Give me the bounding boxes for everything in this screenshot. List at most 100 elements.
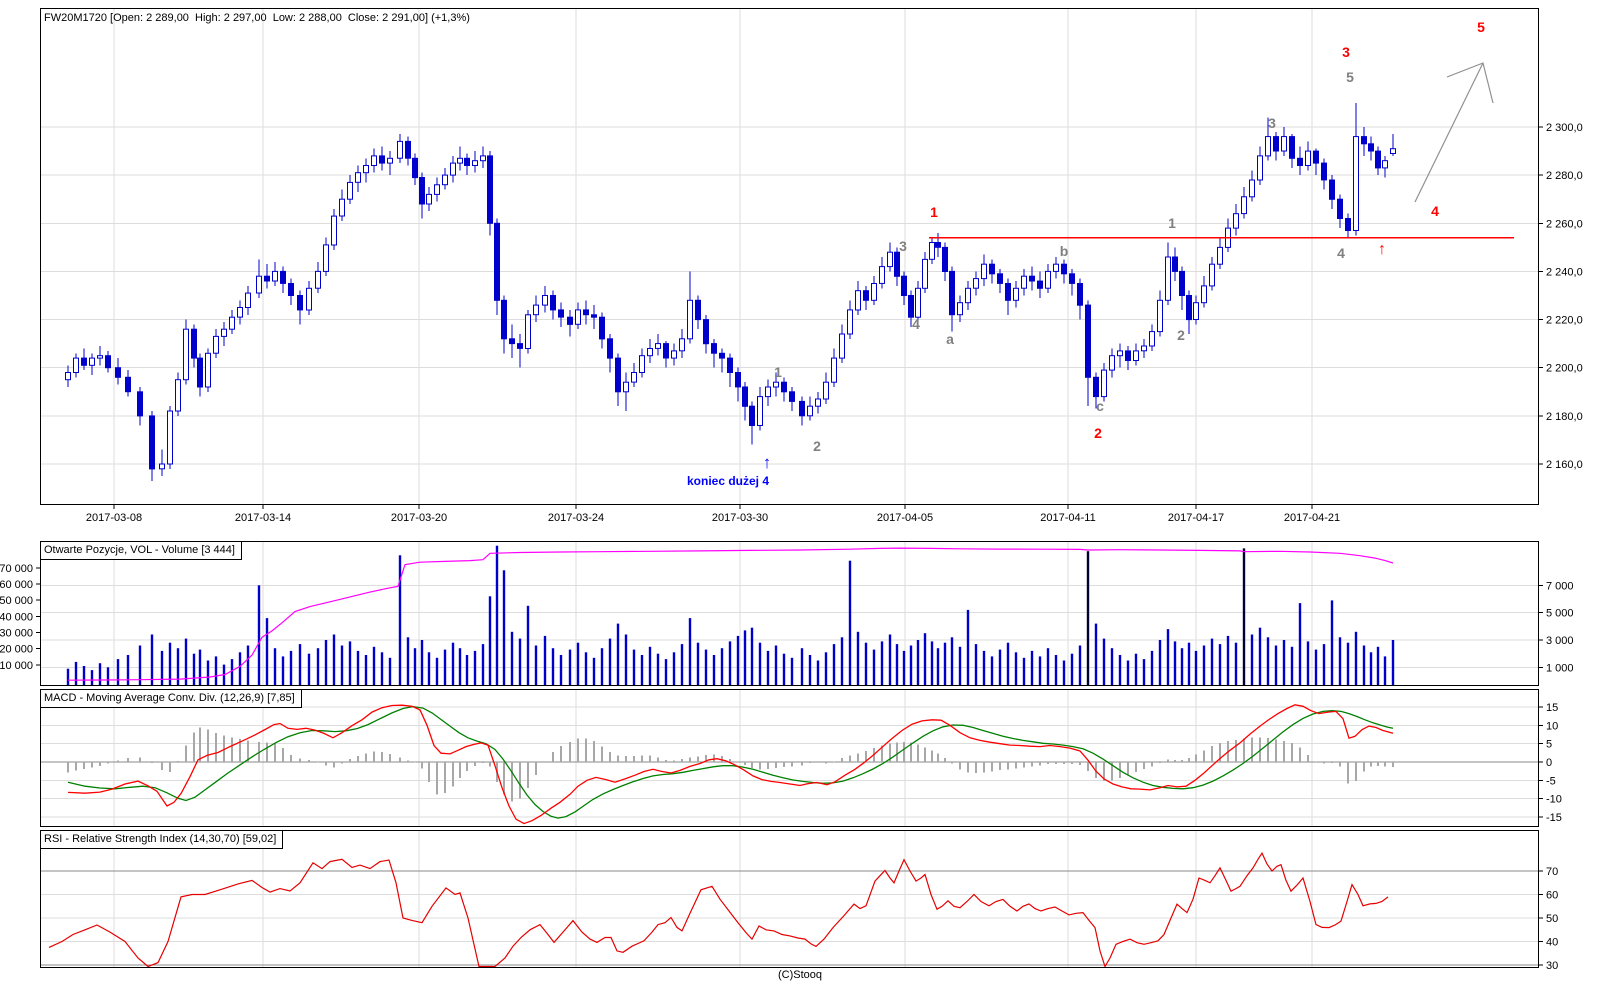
candle-down bbox=[379, 155, 385, 164]
volume-bar bbox=[106, 667, 110, 685]
candle-up bbox=[1353, 136, 1359, 232]
volume-bar bbox=[1250, 634, 1254, 685]
candle-down bbox=[550, 295, 556, 311]
volume-bar bbox=[856, 631, 860, 685]
volume-panel-title: Otwarte Pozycje, VOL - Volume [3 444] bbox=[41, 542, 242, 560]
candle-down bbox=[1179, 270, 1185, 296]
candle-down bbox=[901, 275, 907, 297]
candle-down bbox=[1345, 218, 1351, 231]
trend-arrow-shaft bbox=[1414, 62, 1484, 203]
macd-axis-label: -15 bbox=[1546, 812, 1562, 824]
volume-bar bbox=[1046, 648, 1050, 685]
volume-bar bbox=[413, 648, 417, 685]
volume-bar bbox=[160, 650, 164, 685]
macd-panel bbox=[40, 689, 1539, 827]
wave-label-gray: 4 bbox=[1337, 245, 1345, 261]
candle-up bbox=[159, 463, 165, 470]
candle-up bbox=[1217, 246, 1223, 265]
candle-up bbox=[887, 251, 893, 268]
rsi-axis-label: 60 bbox=[1546, 890, 1558, 902]
wave-label-gray: 2 bbox=[1177, 327, 1185, 343]
volume-bar bbox=[774, 645, 778, 685]
volume-bar bbox=[1290, 646, 1294, 685]
volume-panel bbox=[40, 541, 1539, 686]
volume-bar bbox=[888, 634, 892, 685]
volume-bar bbox=[720, 648, 724, 685]
rsi-panel-title: RSI - Relative Strength Index (14,30,70)… bbox=[41, 831, 284, 849]
volume-bar bbox=[281, 656, 285, 685]
date-axis-label: 2017-04-05 bbox=[877, 512, 933, 524]
volume-bar bbox=[704, 649, 708, 685]
candle-up bbox=[542, 295, 548, 306]
candle-down bbox=[789, 391, 795, 402]
volume-bar bbox=[1022, 657, 1026, 685]
volume-bar bbox=[864, 642, 868, 685]
volume-bar bbox=[1030, 650, 1034, 685]
volume-bar bbox=[238, 652, 242, 685]
volume-bar bbox=[495, 545, 499, 685]
candle-down bbox=[1368, 143, 1374, 152]
candle-down bbox=[517, 343, 523, 349]
candle-up bbox=[1157, 299, 1163, 333]
volume-bar bbox=[184, 638, 188, 685]
candle-up bbox=[1209, 263, 1215, 287]
candle-down bbox=[663, 343, 669, 359]
candle-down bbox=[1375, 150, 1381, 169]
volume-bar bbox=[950, 637, 954, 685]
volume-bar bbox=[82, 666, 86, 685]
volume-bar bbox=[880, 641, 884, 685]
wave-label-red: 2 bbox=[1094, 425, 1102, 441]
candle-down bbox=[799, 400, 805, 417]
volume-bar bbox=[198, 649, 202, 685]
candle-up bbox=[1233, 213, 1239, 229]
candle-down bbox=[115, 367, 121, 378]
candle-down bbox=[412, 157, 418, 179]
volume-bar bbox=[518, 638, 522, 685]
candle-up bbox=[347, 181, 353, 200]
candle-up bbox=[73, 357, 79, 374]
candle-up bbox=[221, 328, 227, 337]
candle-down bbox=[1313, 150, 1319, 164]
candle-up bbox=[765, 386, 771, 398]
rsi-axis-label: 70 bbox=[1546, 866, 1558, 878]
up-arrow-blue-icon: ↑ bbox=[763, 453, 772, 472]
candle-up bbox=[973, 278, 979, 289]
candle-down bbox=[1321, 162, 1327, 181]
volume-bar bbox=[388, 657, 392, 685]
volume-bar bbox=[916, 640, 920, 685]
date-axis-label: 2017-04-11 bbox=[1040, 512, 1095, 524]
candle-up bbox=[575, 309, 581, 325]
candle-up bbox=[823, 381, 829, 400]
price-axis-label: 2 220,0 bbox=[1546, 315, 1583, 327]
volume-bar bbox=[1134, 653, 1138, 685]
volume-bar bbox=[1054, 655, 1058, 685]
volume-bar bbox=[958, 646, 962, 685]
price-axis-label: 2 260,0 bbox=[1546, 218, 1583, 230]
candle-up bbox=[272, 270, 278, 282]
candle-up bbox=[879, 266, 885, 284]
candle-up bbox=[1201, 285, 1207, 304]
candle-down bbox=[1077, 283, 1083, 306]
wave-label-red: 4 bbox=[1431, 203, 1439, 219]
volume-bar bbox=[435, 657, 439, 685]
volume-bar bbox=[1274, 645, 1278, 685]
volume-bar bbox=[824, 652, 828, 685]
candle-down bbox=[105, 355, 111, 369]
panel-borders bbox=[40, 8, 1539, 968]
rsi-panel bbox=[40, 830, 1539, 968]
price-panel bbox=[40, 8, 1539, 505]
candle-up bbox=[957, 302, 963, 316]
wave-label-red: 5 bbox=[1477, 19, 1485, 35]
volume-bar bbox=[257, 585, 261, 685]
candle-down bbox=[1297, 157, 1303, 167]
candle-down bbox=[711, 343, 717, 354]
volume-bar bbox=[551, 648, 555, 685]
candle-down bbox=[567, 316, 573, 325]
volume-bar bbox=[680, 644, 684, 685]
volume-bar bbox=[451, 642, 455, 685]
volume-bars bbox=[66, 545, 1395, 685]
candle-up bbox=[371, 155, 377, 166]
candle-up bbox=[229, 316, 235, 330]
open-positions-axis-label: 20 000 bbox=[0, 644, 33, 656]
candle-up bbox=[679, 338, 685, 352]
